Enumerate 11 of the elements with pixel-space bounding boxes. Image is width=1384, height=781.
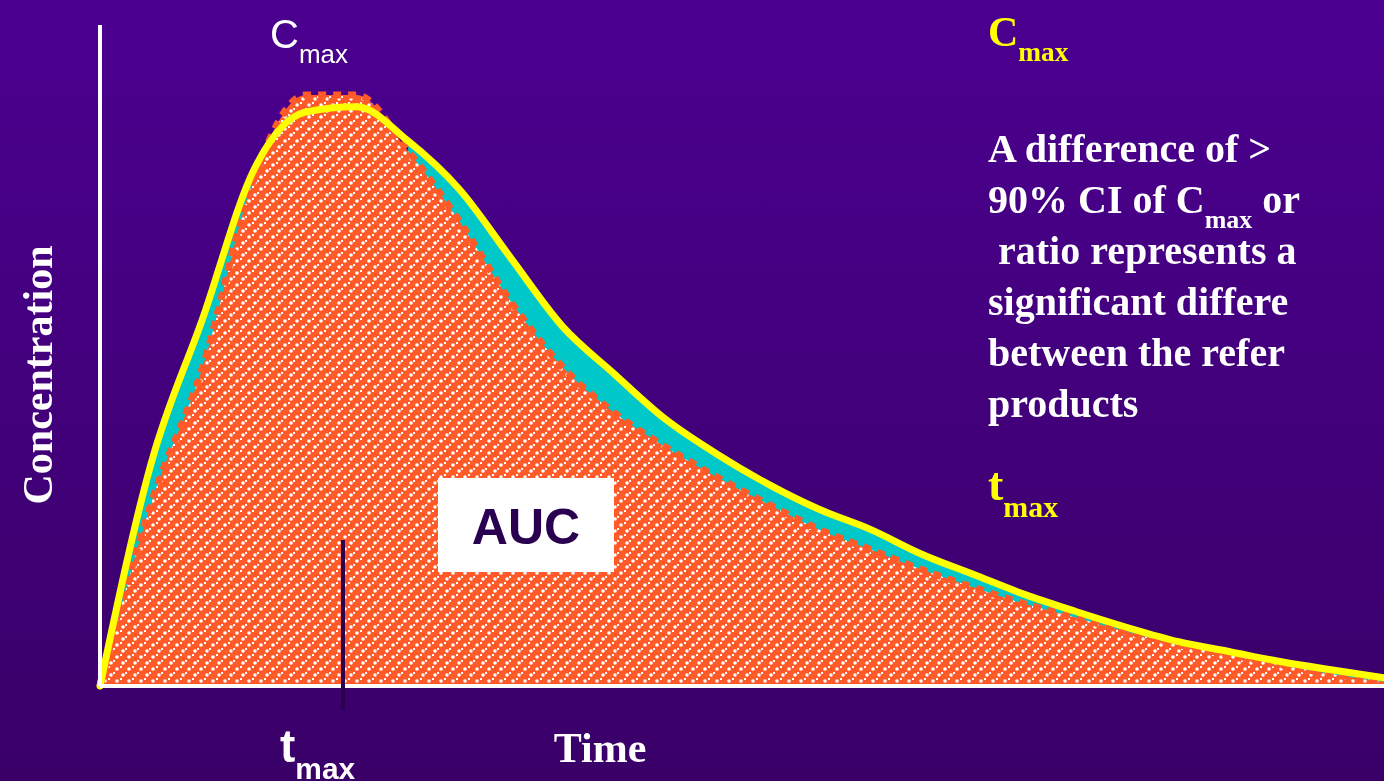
annotation: significant differe bbox=[988, 279, 1289, 324]
y-axis-title: Concentration bbox=[15, 245, 61, 505]
annotation: AUC bbox=[471, 499, 581, 555]
annotation: t$_{max}$ bbox=[988, 459, 1059, 523]
annotation: products bbox=[988, 381, 1139, 426]
annotation: A difference of > bbox=[988, 126, 1272, 171]
x-axis-title: Time bbox=[553, 725, 647, 771]
text: C$_{max}$ bbox=[270, 12, 349, 69]
text: C$_{max}$ bbox=[988, 9, 1069, 67]
text: t$_{max}$ bbox=[280, 720, 356, 781]
annotation: between the refer bbox=[988, 330, 1285, 375]
